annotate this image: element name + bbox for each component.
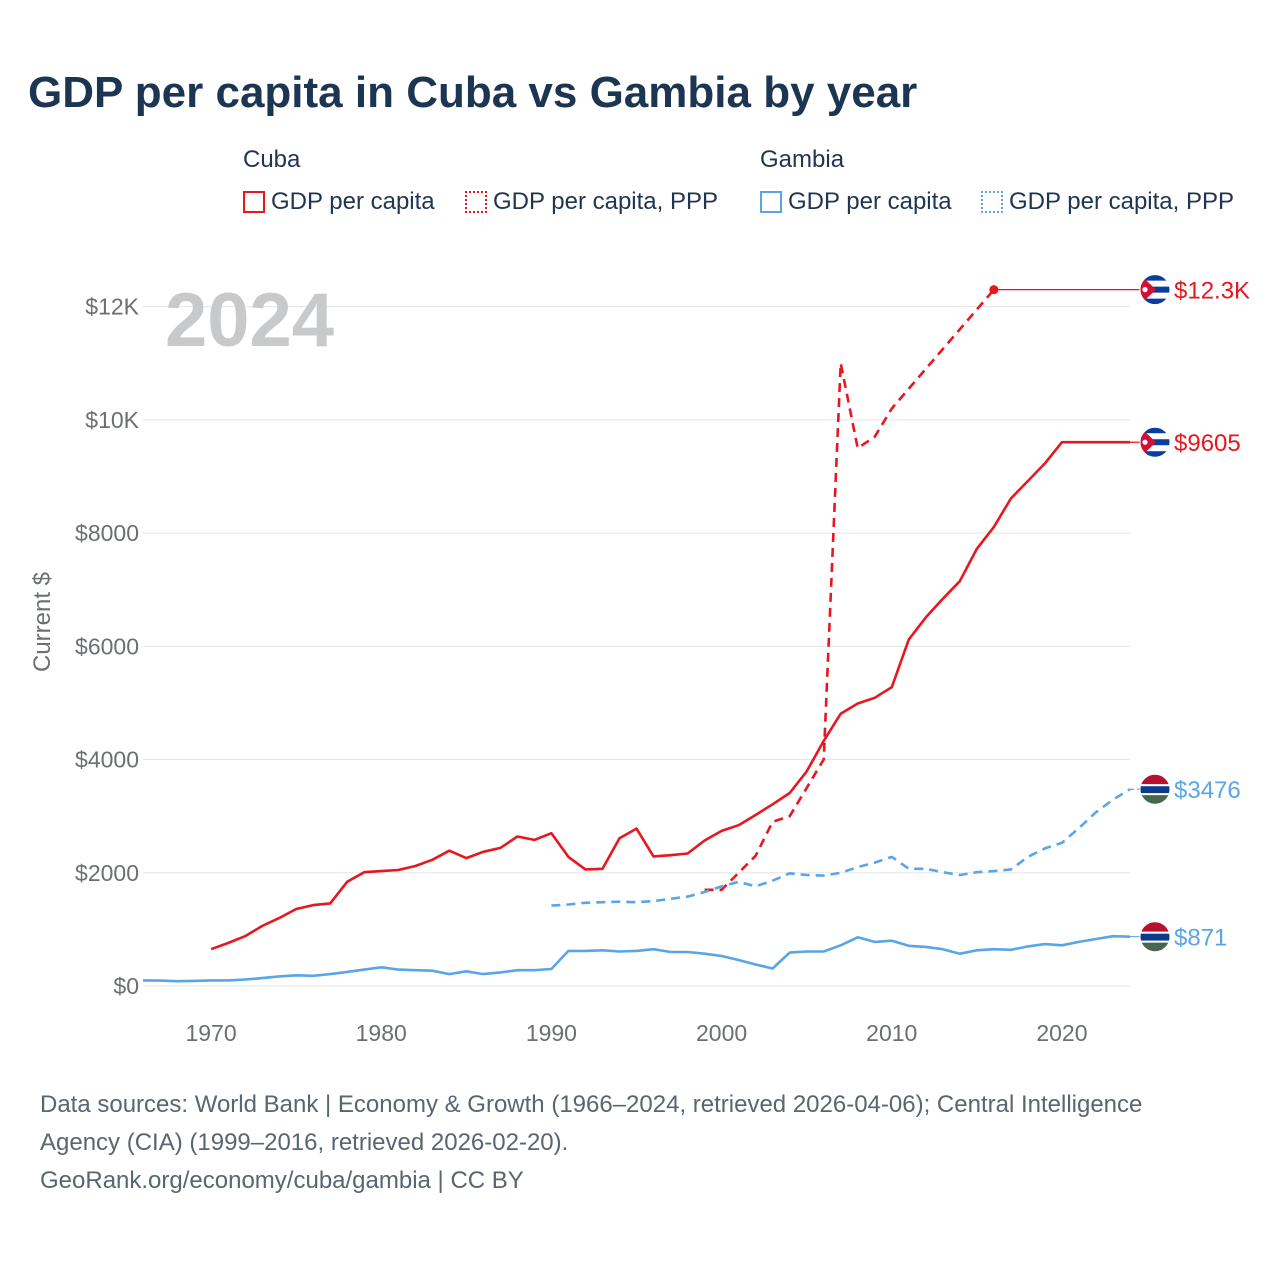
- y-tick-label: $0: [113, 973, 139, 999]
- series-end-label: $3476: [1174, 777, 1241, 804]
- flag-stripe: [1140, 940, 1170, 943]
- flag-stripe: [1140, 451, 1170, 458]
- credit-link[interactable]: GeoRank.org/economy/cuba/gambia | CC BY: [40, 1167, 524, 1194]
- legend-swatch-dotted-blue: [981, 191, 1003, 213]
- flag-stripe: [1140, 921, 1170, 932]
- x-tick-label: 1970: [185, 1020, 236, 1046]
- flag-stripe: [1140, 774, 1170, 785]
- series-end-point: [989, 285, 999, 295]
- y-tick-label: $6000: [75, 633, 139, 659]
- flag-shade: [1140, 942, 1170, 952]
- x-tick-label: 2010: [866, 1020, 917, 1046]
- y-tick-label: $2000: [75, 860, 139, 886]
- legend-label: GDP per capita: [271, 188, 435, 215]
- y-tick-label: $10K: [85, 407, 139, 433]
- chart-title: GDP per capita in Cuba vs Gambia by year: [28, 68, 918, 117]
- flag-body: [1140, 427, 1170, 458]
- y-axis-label: Current $: [29, 572, 56, 672]
- y-tick-label: $12K: [85, 294, 139, 320]
- series-end-label: $9605: [1174, 430, 1241, 457]
- legend-item-gambia-gdp[interactable]: GDP per capita: [760, 188, 952, 216]
- x-tick-label: 2000: [696, 1020, 747, 1046]
- flag-star: [1142, 287, 1148, 293]
- legend-label: GDP per capita, PPP: [1009, 188, 1234, 215]
- flag-stripe: [1140, 931, 1170, 934]
- flag-stripe: [1140, 786, 1170, 794]
- sources-line-1: Data sources: World Bank | Economy & Gro…: [40, 1091, 1143, 1118]
- y-tick-label: $8000: [75, 520, 139, 546]
- flag-ring: [1139, 274, 1171, 306]
- cuba-flag-icon: [1139, 274, 1171, 306]
- flag-stripe: [1140, 298, 1170, 305]
- legend-label: GDP per capita, PPP: [493, 188, 718, 215]
- flag-stripe: [1140, 793, 1170, 796]
- legend-swatch-dotted-red: [465, 191, 487, 213]
- flag-stripe: [1140, 274, 1170, 281]
- flag-body: [1140, 774, 1170, 805]
- gambia-flag-icon: [1139, 773, 1171, 805]
- legend-group-gambia: Gambia: [760, 146, 845, 173]
- legend-swatch-solid-red: [243, 191, 265, 213]
- flag-stripe: [1140, 427, 1170, 434]
- flag-body: [1140, 921, 1170, 952]
- flag-star: [1142, 439, 1148, 445]
- legend-item-gambia-gdp-ppp[interactable]: GDP per capita, PPP: [981, 188, 1234, 216]
- series-end-label: $871: [1174, 925, 1227, 952]
- legend-group-cuba: Cuba: [243, 146, 301, 173]
- x-tick-label: 2020: [1036, 1020, 1087, 1046]
- x-tick-label: 1980: [356, 1020, 407, 1046]
- series-line: [210, 440, 1130, 951]
- sources-line-2: Agency (CIA) (1999–2016, retrieved 2026-…: [40, 1129, 569, 1156]
- gambia-flag-icon: [1139, 921, 1171, 953]
- flag-ring: [1139, 426, 1171, 458]
- flag-body: [1140, 274, 1170, 305]
- legend-item-cuba-gdp[interactable]: GDP per capita: [243, 188, 435, 216]
- series-line: [142, 934, 1131, 983]
- footer: Data sources: World Bank | Economy & Gro…: [40, 1086, 1240, 1200]
- flag-ring: [1139, 921, 1171, 953]
- x-tick-label: 1990: [526, 1020, 577, 1046]
- flag-stripe: [1140, 933, 1170, 941]
- y-tick-label: $4000: [75, 747, 139, 773]
- legend-item-cuba-gdp-ppp[interactable]: GDP per capita, PPP: [465, 188, 718, 216]
- flag-ring: [1139, 773, 1171, 805]
- legend-label: GDP per capita: [788, 188, 952, 215]
- series-line: [551, 788, 1131, 907]
- legend-swatch-solid-blue: [760, 191, 782, 213]
- flag-stripe: [1140, 784, 1170, 787]
- year-watermark: 2024: [165, 278, 334, 363]
- series-end-label: $12.3K: [1174, 278, 1250, 305]
- series-line: [704, 288, 995, 892]
- cuba-flag-icon: [1139, 426, 1171, 458]
- line-chart: 2024 Current $ $0 $2000 $4000 $6000 $8000 $10…: [29, 274, 1250, 1046]
- flag-shade: [1140, 795, 1170, 805]
